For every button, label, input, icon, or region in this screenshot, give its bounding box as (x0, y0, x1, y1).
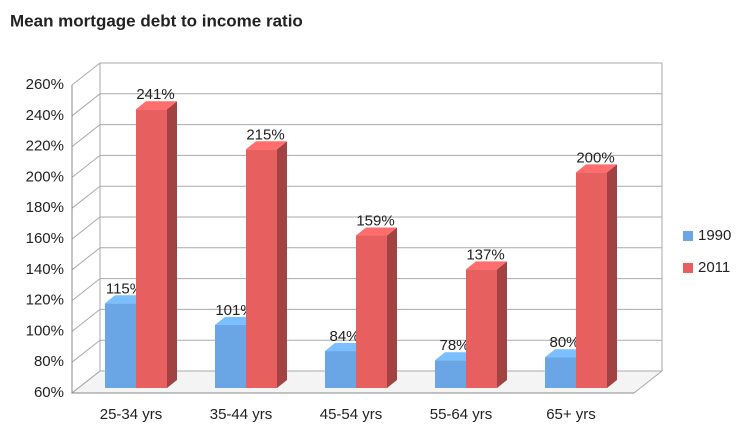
y-tick-label: 100% (26, 322, 64, 339)
bar (356, 235, 387, 388)
grid-line (71, 154, 662, 178)
bar-side (607, 164, 617, 388)
bar-side (387, 227, 397, 388)
bar-side (167, 101, 177, 388)
data-label: 215% (246, 126, 284, 143)
y-tick-label: 240% (26, 107, 64, 124)
legend-label: 1990 (698, 227, 731, 244)
bar-top (246, 141, 287, 150)
y-tick-label: 260% (26, 76, 64, 93)
data-label: 80% (549, 334, 579, 351)
bar (215, 324, 246, 388)
bar-top (325, 343, 366, 352)
data-label: 115% (106, 280, 143, 297)
legend-label: 2011 (698, 259, 730, 276)
grid-line (71, 124, 662, 147)
bar (466, 269, 497, 388)
bar-top (136, 101, 177, 110)
bar-top (356, 227, 397, 236)
data-label: 84% (329, 328, 359, 345)
x-tick-label: 35-44 yrs (210, 406, 273, 423)
y-tick-label: 180% (26, 199, 64, 216)
bar (105, 303, 136, 388)
y-tick-label: 80% (34, 353, 64, 370)
bar-top (545, 349, 586, 358)
grid-line (71, 247, 662, 271)
bar (576, 172, 607, 388)
bar-top (576, 164, 617, 173)
grid-line (71, 62, 662, 86)
x-tick-label: 55-64 yrs (430, 406, 493, 423)
y-tick-label: 200% (26, 168, 64, 185)
legend-swatch (683, 263, 693, 273)
x-tick-label: 65+ yrs (546, 406, 596, 423)
y-tick-label: 220% (26, 138, 64, 155)
bar-top (435, 352, 476, 361)
bar (435, 360, 466, 388)
chart-title: Mean mortgage debt to income ratio (10, 11, 303, 30)
legend-swatch (683, 231, 693, 241)
bar (246, 149, 277, 388)
data-label: 241% (136, 86, 174, 103)
bar (545, 357, 576, 388)
y-tick-label: 160% (26, 230, 64, 247)
x-tick-label: 45-54 yrs (320, 406, 383, 423)
y-tick-label: 60% (34, 384, 64, 401)
bar-side (497, 261, 507, 388)
grid-line (71, 185, 662, 209)
bar-side (277, 141, 287, 388)
bar-top (215, 316, 256, 325)
y-tick-label: 120% (26, 292, 64, 309)
bar-top (466, 261, 507, 270)
data-label: 78% (439, 337, 469, 354)
data-label: 159% (356, 213, 394, 230)
x-tick-label: 25-34 yrs (100, 406, 163, 423)
bar (325, 351, 356, 388)
bar (136, 109, 167, 388)
y-tick-label: 140% (26, 261, 64, 278)
data-label: 137% (466, 246, 504, 263)
grid-line (71, 93, 662, 117)
grid-line (71, 216, 662, 240)
data-label: 101% (215, 302, 253, 319)
bar-top (105, 295, 146, 304)
data-label: 200% (576, 149, 614, 166)
